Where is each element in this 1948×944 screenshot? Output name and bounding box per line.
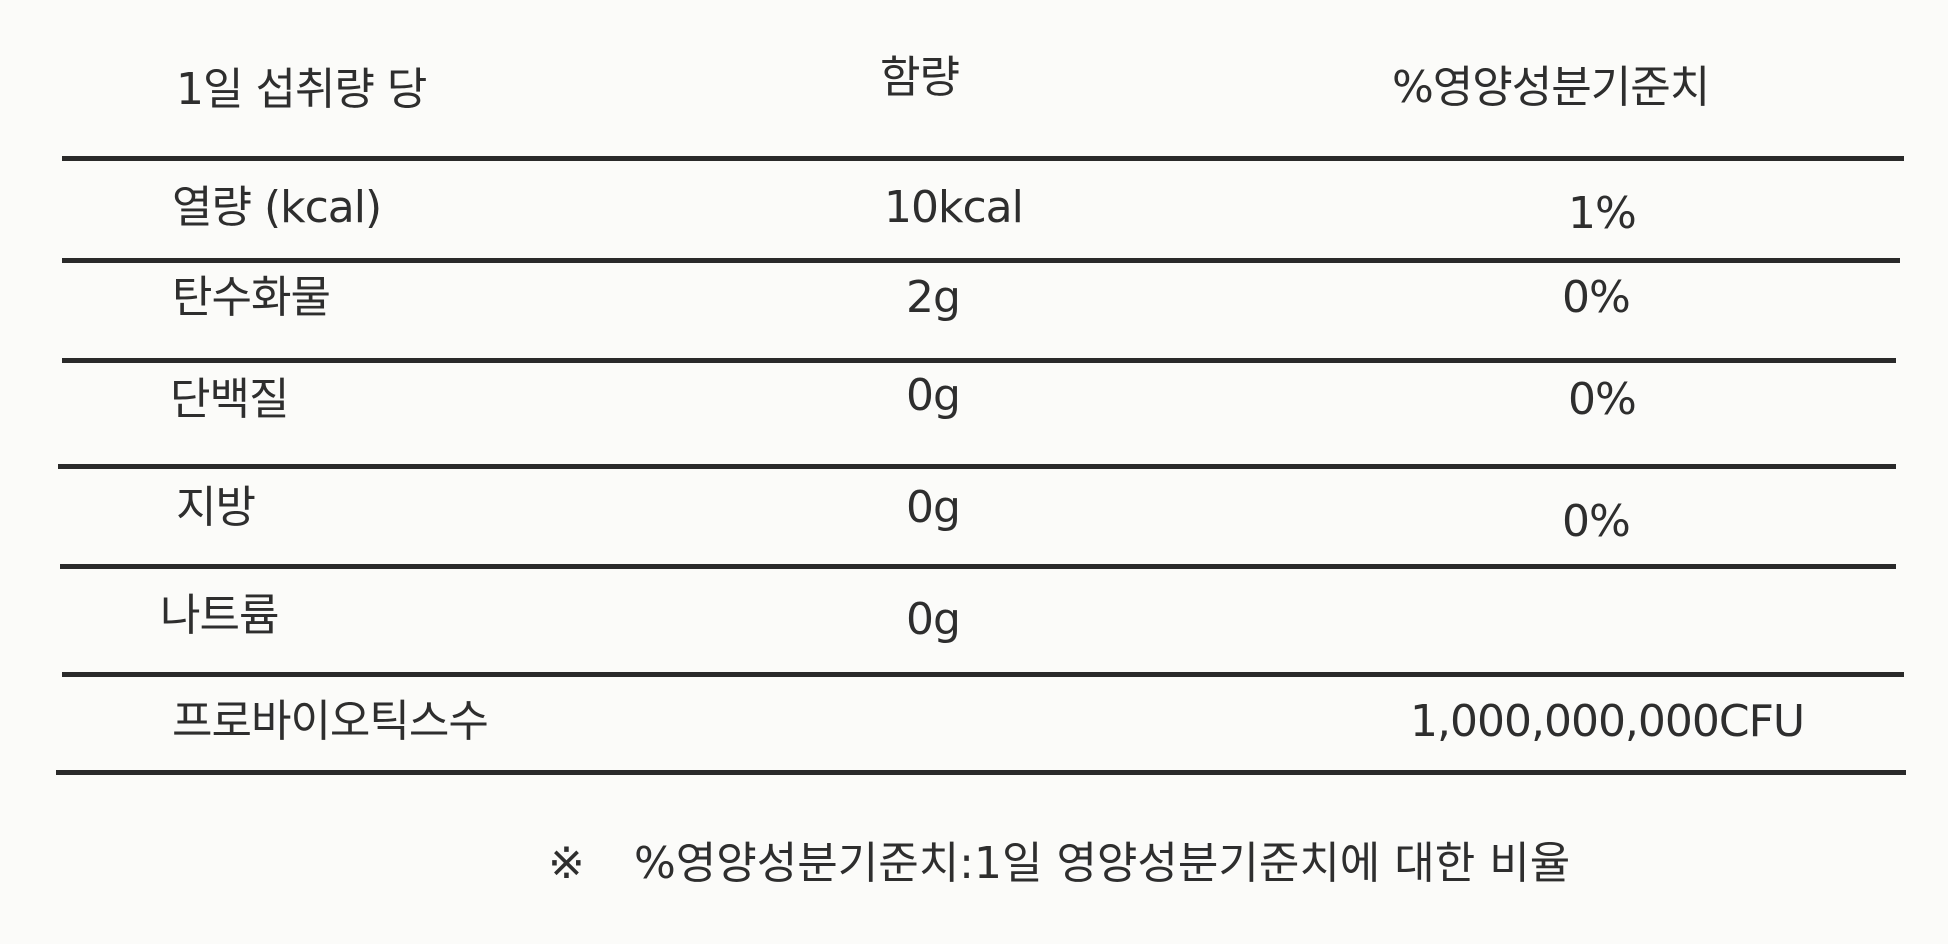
row-divider — [60, 564, 1896, 569]
row-name: 나트륨 — [160, 590, 279, 641]
row-name: 지방 — [176, 482, 256, 533]
row-divider — [62, 672, 1904, 677]
row-amount: 0g — [906, 370, 961, 421]
header-daily-value: %영양성분기준치 — [1392, 62, 1710, 113]
row-daily-value: 1,000,000,000CFU — [1410, 696, 1805, 747]
row-daily-value: 0% — [1562, 496, 1631, 547]
row-amount: 0g — [906, 594, 961, 645]
row-divider — [58, 464, 1896, 469]
row-name: 단백질 — [170, 374, 289, 425]
row-divider — [62, 258, 1900, 263]
row-name: 열량 (kcal) — [172, 182, 382, 233]
header-amount: 함량 — [880, 52, 960, 103]
header-serving: 1일 섭취량 당 — [176, 64, 427, 115]
row-daily-value: 0% — [1568, 374, 1637, 425]
row-amount: 10kcal — [884, 182, 1024, 233]
row-amount: 0g — [906, 482, 961, 533]
row-amount: 2g — [906, 272, 961, 323]
table-bottom-border — [56, 770, 1906, 775]
footnote-mark: ※ — [548, 838, 585, 889]
row-daily-value: 1% — [1568, 188, 1637, 239]
footnote: ※ %영양성분기준치:1일 영양성분기준치에 대한 비율 — [548, 842, 1570, 886]
row-name: 프로바이오틱스수 — [172, 696, 489, 747]
header-divider — [62, 156, 1904, 161]
row-daily-value: 0% — [1562, 272, 1631, 323]
row-name: 탄수화물 — [172, 272, 331, 323]
footnote-text: %영양성분기준치:1일 영양성분기준치에 대한 비율 — [634, 838, 1571, 889]
row-divider — [62, 358, 1896, 363]
